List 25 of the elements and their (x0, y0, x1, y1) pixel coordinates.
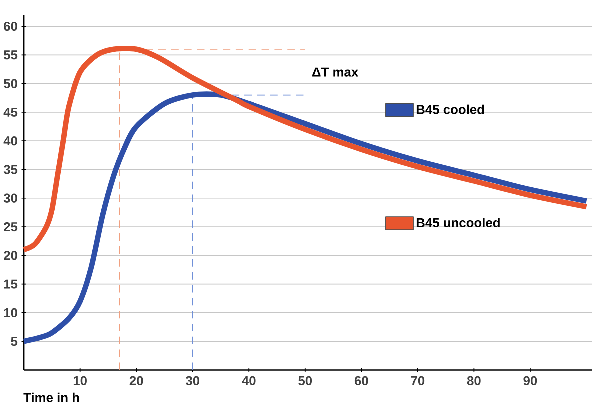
legend-label: B45 cooled (416, 104, 484, 114)
y-tick-label: 30 (4, 194, 18, 203)
legend-label: B45 uncooled (416, 218, 500, 228)
y-tick-label: 5 (11, 337, 18, 346)
y-tick-label: 55 (4, 50, 18, 60)
y-tick-label: 35 (4, 165, 18, 174)
x-tick-label: 90 (524, 376, 538, 386)
y-tick-label: 20 (4, 251, 18, 260)
x-tick-label: 40 (242, 376, 256, 386)
x-tick-label: 50 (298, 376, 312, 386)
y-tick-label: 25 (4, 222, 18, 232)
x-tick-label: 60 (354, 376, 368, 386)
annotation: ΔT max (312, 68, 359, 77)
x-tick-label: 30 (186, 376, 200, 386)
x-tick-label: 80 (467, 376, 481, 386)
x-tick-label: 70 (411, 376, 425, 386)
y-tick-label: 15 (4, 280, 18, 289)
y-tick-label: 40 (4, 136, 18, 146)
x-tick-label: 20 (130, 376, 144, 386)
x-tick-label: 10 (74, 376, 87, 386)
y-tick-label: 60 (4, 22, 18, 32)
y-tick-label: 45 (4, 108, 18, 117)
y-tick-label: 10 (4, 308, 18, 318)
x-axis-title: Time in h (24, 392, 80, 402)
y-tick-label: 50 (4, 79, 18, 88)
